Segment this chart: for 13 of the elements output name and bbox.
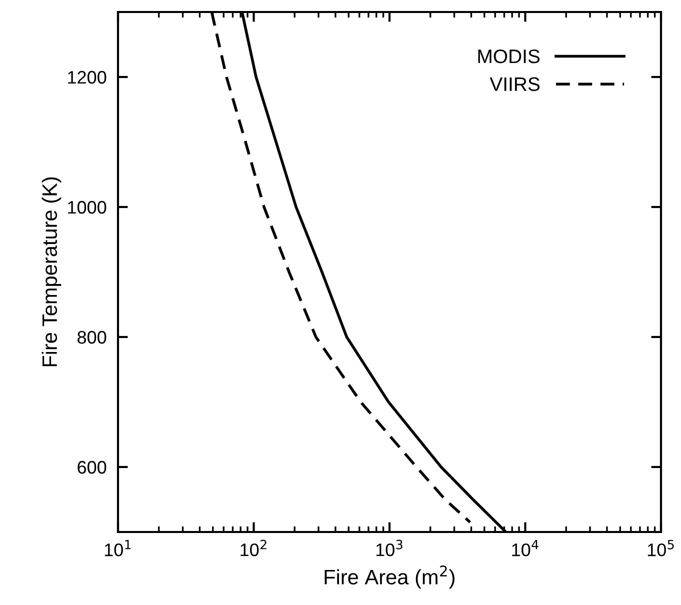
x-tick-label: 10$^{5}$ [648, 540, 674, 556]
y-axis-title: Fire Temperature (K) [42, 177, 62, 366]
y-tick-label: 1200 [68, 70, 106, 84]
x-tick-label: 10$^{4}$ [512, 540, 538, 556]
x-tick-label: 10$^{2}$ [240, 540, 266, 556]
y-tick-label: 600 [78, 460, 106, 474]
x-axis-title: Fire Area (m$^{2}$) [324, 566, 454, 589]
y-tick-label: 800 [78, 330, 106, 344]
legend-label: MODIS [478, 49, 540, 64]
legend-label: VIIRS [490, 77, 540, 92]
x-tick-label: 10$^{1}$ [104, 540, 131, 556]
y-tick-label: 1000 [68, 200, 106, 214]
x-tick-label: 10$^{3}$ [376, 540, 402, 556]
